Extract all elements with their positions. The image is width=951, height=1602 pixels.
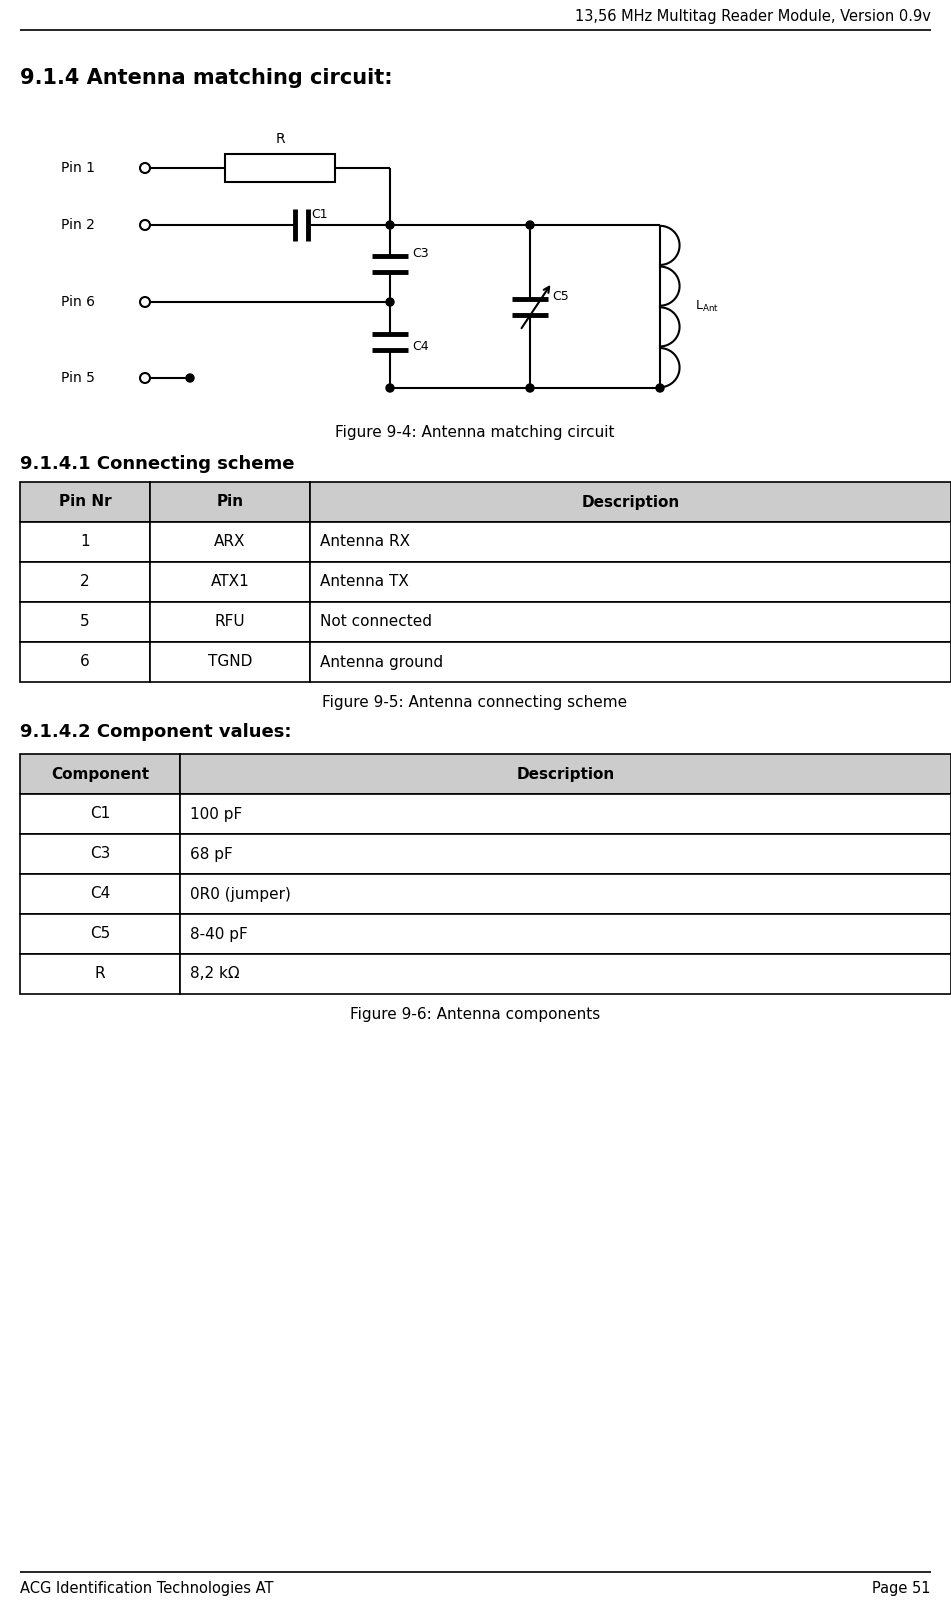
Text: Pin 2: Pin 2 [61, 218, 95, 232]
Bar [20, 562, 150, 602]
Text: Figure 9-6: Antenna components: Figure 9-6: Antenna components [350, 1006, 600, 1022]
Bar [180, 955, 951, 993]
Bar [310, 522, 951, 562]
Text: 9.1.4 Antenna matching circuit:: 9.1.4 Antenna matching circuit: [20, 67, 393, 88]
Text: Component: Component [51, 766, 149, 782]
Text: 8-40 pF: 8-40 pF [190, 926, 248, 942]
Text: 1: 1 [80, 535, 89, 549]
Text: L$_{\mathregular{Ant}}$: L$_{\mathregular{Ant}}$ [695, 300, 719, 314]
Text: RFU: RFU [215, 615, 245, 630]
Circle shape [526, 221, 534, 229]
Bar [20, 795, 180, 835]
Bar [150, 562, 310, 602]
Text: Not connected: Not connected [320, 615, 432, 630]
Text: Antenna ground: Antenna ground [320, 655, 443, 670]
Text: 9.1.4.2 Component values:: 9.1.4.2 Component values: [20, 723, 292, 742]
Text: Pin 5: Pin 5 [61, 372, 95, 384]
Circle shape [386, 384, 394, 392]
Text: 13,56 MHz Multitag Reader Module, Version 0.9v: 13,56 MHz Multitag Reader Module, Versio… [575, 8, 931, 24]
Text: 2: 2 [80, 575, 89, 590]
Bar [20, 955, 180, 993]
Bar [150, 522, 310, 562]
Text: C1: C1 [311, 208, 328, 221]
Bar [20, 835, 180, 875]
Text: Pin 1: Pin 1 [61, 160, 95, 175]
Text: C3: C3 [89, 846, 110, 862]
Text: Figure 9-4: Antenna matching circuit: Figure 9-4: Antenna matching circuit [336, 425, 614, 439]
Bar [20, 482, 150, 522]
Text: Pin: Pin [217, 495, 243, 509]
Bar [180, 915, 951, 955]
Bar [150, 482, 310, 522]
Text: C4: C4 [412, 340, 429, 352]
Text: TGND: TGND [208, 655, 252, 670]
Text: Figure 9-5: Antenna connecting scheme: Figure 9-5: Antenna connecting scheme [322, 695, 628, 710]
Bar [225, 154, 335, 183]
Text: Description: Description [581, 495, 680, 509]
Text: Pin Nr: Pin Nr [59, 495, 111, 509]
Bar [310, 562, 951, 602]
Circle shape [386, 298, 394, 306]
Text: Antenna RX: Antenna RX [320, 535, 410, 549]
Text: C4: C4 [90, 886, 110, 902]
Circle shape [656, 384, 664, 392]
Bar [20, 755, 180, 795]
Circle shape [526, 384, 534, 392]
Bar [310, 602, 951, 642]
Circle shape [386, 221, 394, 229]
Text: C1: C1 [90, 806, 110, 822]
Bar [180, 795, 951, 835]
Text: 100 pF: 100 pF [190, 806, 243, 822]
Bar [20, 642, 150, 682]
Text: R: R [275, 131, 284, 146]
Text: Description: Description [516, 766, 614, 782]
Bar [180, 875, 951, 915]
Bar [20, 915, 180, 955]
Text: 9.1.4.1 Connecting scheme: 9.1.4.1 Connecting scheme [20, 455, 295, 473]
Text: R: R [95, 966, 106, 982]
Text: 8,2 kΩ: 8,2 kΩ [190, 966, 240, 982]
Bar [20, 522, 150, 562]
Bar [310, 642, 951, 682]
Text: 68 pF: 68 pF [190, 846, 233, 862]
Text: 0R0 (jumper): 0R0 (jumper) [190, 886, 291, 902]
Text: Pin 6: Pin 6 [61, 295, 95, 309]
Bar [20, 602, 150, 642]
Text: 6: 6 [80, 655, 90, 670]
Text: ACG Identification Technologies AT: ACG Identification Technologies AT [20, 1581, 274, 1596]
Text: C5: C5 [552, 290, 569, 303]
Text: 5: 5 [80, 615, 89, 630]
Text: ATX1: ATX1 [210, 575, 249, 590]
Text: C5: C5 [90, 926, 110, 942]
Circle shape [186, 373, 194, 381]
Bar [310, 482, 951, 522]
Text: C3: C3 [412, 247, 429, 260]
Bar [20, 875, 180, 915]
Text: Antenna TX: Antenna TX [320, 575, 409, 590]
Bar [180, 835, 951, 875]
Bar [150, 642, 310, 682]
Bar [180, 755, 951, 795]
Bar [150, 602, 310, 642]
Text: ARX: ARX [214, 535, 245, 549]
Text: Page 51: Page 51 [872, 1581, 931, 1596]
